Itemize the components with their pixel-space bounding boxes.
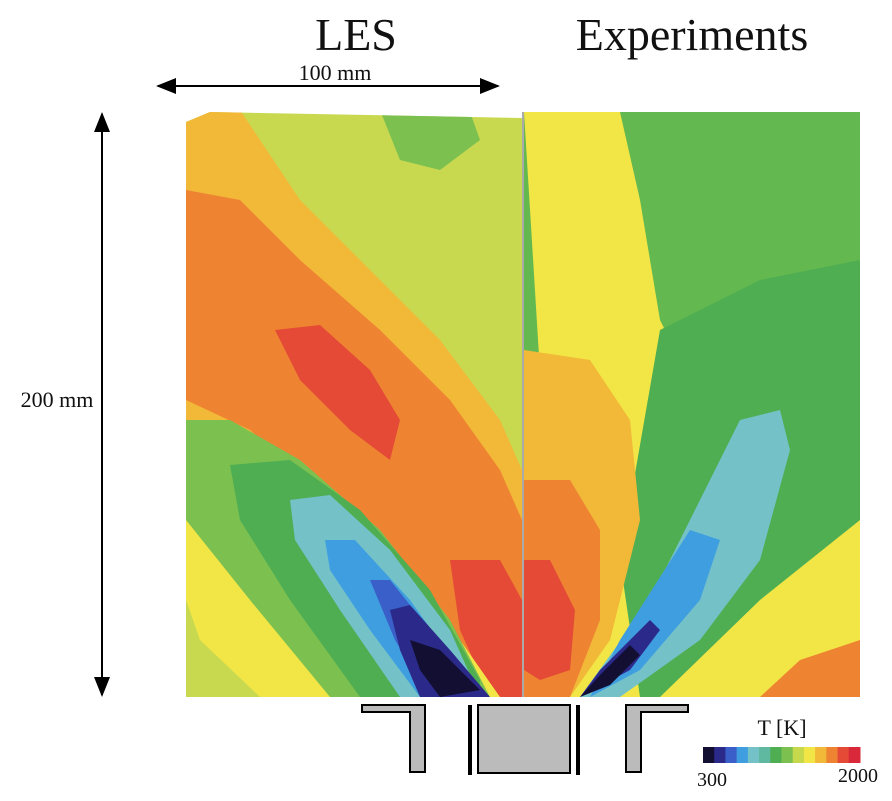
colorbar-max: 2000 [838, 765, 878, 787]
colorbar-title: T [K] [757, 715, 806, 740]
colorbar-swatch [815, 747, 827, 763]
colorbar-swatch [725, 747, 738, 763]
les-field [186, 112, 522, 697]
width-label: 100 mm [299, 60, 372, 85]
colorbar-min: 300 [697, 769, 727, 791]
colorbar [703, 747, 861, 763]
colorbar-swatch [747, 747, 760, 763]
experiments-field [524, 112, 860, 697]
colorbar-swatch [781, 747, 794, 763]
colorbar-swatch [803, 747, 816, 763]
colorbar-swatch [792, 747, 805, 763]
colorbar-swatch [770, 747, 782, 763]
burner [361, 704, 689, 775]
colorbar-swatch [837, 747, 850, 763]
colorbar-swatch [714, 747, 726, 763]
colorbar-swatch [736, 747, 749, 763]
colorbar-swatch [848, 747, 861, 763]
title-les: LES [315, 9, 397, 60]
title-experiments: Experiments [576, 9, 809, 60]
height-label: 200 mm [21, 387, 94, 412]
colorbar-swatch [826, 747, 839, 763]
colorbar-swatch [759, 747, 771, 763]
colorbar-swatch [703, 747, 715, 763]
